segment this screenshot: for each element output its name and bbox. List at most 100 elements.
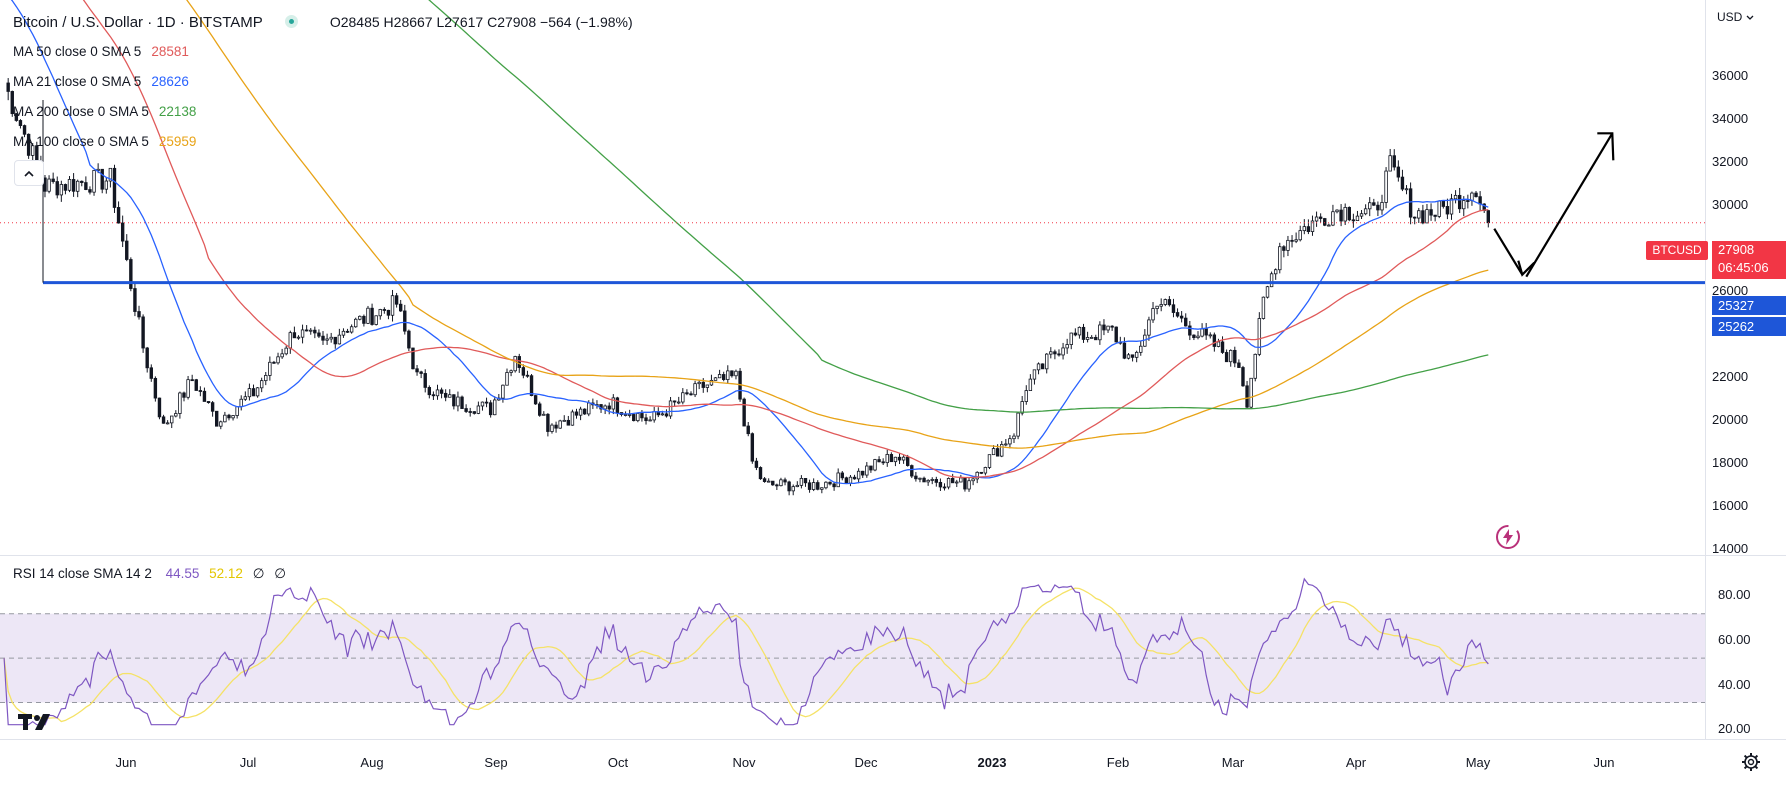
indicator-ma100[interactable]: MA 100 close 0 SMA 5 25959 (13, 134, 196, 149)
candle-down (411, 347, 415, 370)
candle-down (116, 207, 121, 224)
candle-up (92, 170, 96, 193)
candle-up (726, 370, 730, 380)
candle-down (775, 484, 779, 487)
candle-up (1417, 210, 1421, 219)
candle-up (325, 338, 329, 341)
candle-up (713, 377, 718, 381)
candle-up (668, 400, 673, 417)
candle-down (861, 470, 865, 476)
candle-up (1016, 412, 1020, 437)
candle-up (717, 374, 722, 379)
forecast-up-arrowhead (1597, 132, 1615, 161)
last-price-value: 27908 (1718, 242, 1755, 257)
candle-up (983, 467, 988, 474)
candle-down (394, 295, 399, 305)
candle-up (1134, 351, 1139, 358)
time-axis-label: Mar (1221, 755, 1245, 770)
candle-up (354, 318, 358, 328)
tradingview-logo-icon[interactable] (18, 712, 56, 737)
candle-up (1028, 378, 1033, 392)
collapse-legend-button[interactable] (14, 160, 44, 186)
candle-down (1400, 176, 1405, 190)
candle-up (959, 477, 963, 483)
candle-up (1404, 188, 1409, 191)
chevron-down-icon (1746, 15, 1754, 20)
candle-down (877, 459, 881, 463)
time-axis-label: Sep (484, 755, 508, 770)
candle-up (1273, 269, 1278, 275)
candle-up (223, 414, 227, 423)
candle-down (423, 373, 427, 388)
candle-up (1049, 351, 1053, 355)
candle-down (979, 471, 983, 474)
candle-down (427, 387, 432, 396)
candle-down (1184, 317, 1188, 327)
candle-down (934, 479, 939, 483)
candle-up (971, 478, 975, 482)
candle-up (987, 454, 992, 468)
candle-up (1462, 200, 1466, 210)
candle-down (80, 180, 84, 183)
candle-up (550, 424, 554, 432)
candle-down (869, 465, 873, 471)
indicator-label: MA 50 close 0 SMA 5 (13, 44, 142, 59)
rsi-legend[interactable]: RSI 14 close SMA 14 2 44.55 52.12 ∅ ∅ (13, 566, 286, 582)
candle-up (562, 419, 566, 422)
flash-icon[interactable] (1495, 524, 1521, 555)
candle-up (239, 398, 243, 408)
candle-down (1290, 239, 1294, 242)
candle-down (762, 478, 767, 482)
candle-down (1167, 299, 1172, 306)
candle-up (1200, 328, 1204, 337)
candle-up (681, 392, 685, 403)
candle-down (816, 482, 820, 490)
candle-down (607, 405, 611, 410)
candle-down (26, 133, 31, 156)
candle-down (905, 456, 910, 466)
candle-down (370, 307, 374, 325)
candle-down (51, 178, 55, 182)
candle-up (165, 422, 170, 425)
candle-down (521, 367, 526, 376)
time-axis-label: Jun (1593, 755, 1615, 770)
candle-down (1392, 155, 1396, 168)
candle-down (771, 480, 775, 486)
candle-down (1122, 342, 1127, 359)
candle-up (660, 413, 665, 416)
candle-up (836, 472, 840, 488)
candle-down (292, 332, 297, 339)
candle-up (1159, 304, 1163, 307)
candle-down (14, 113, 19, 121)
candle-up (178, 392, 182, 414)
candle-up (219, 421, 223, 427)
indicator-ma50[interactable]: MA 50 close 0 SMA 5 28581 (13, 44, 189, 59)
candle-down (1441, 200, 1446, 207)
indicator-ma200[interactable]: MA 200 close 0 SMA 5 22138 (13, 104, 196, 119)
indicator-ma21[interactable]: MA 21 close 0 SMA 5 28626 (13, 74, 189, 89)
candle-down (1224, 352, 1229, 363)
settings-gear-icon[interactable] (1741, 752, 1761, 777)
candle-up (358, 315, 362, 320)
candle-down (914, 475, 918, 480)
support-level-tag: 25327 (1712, 296, 1786, 315)
rsi-value: 44.55 (165, 566, 200, 581)
candle-up (1196, 335, 1200, 339)
candle-up (1077, 326, 1082, 336)
candle-up (795, 484, 800, 488)
candle-up (1302, 226, 1307, 232)
candle-down (910, 465, 914, 477)
candle-down (1130, 354, 1135, 358)
candle-up (1061, 347, 1065, 356)
symbol-title[interactable]: Bitcoin / U.S. Dollar · 1D · BITSTAMP (13, 14, 263, 31)
candle-down (1212, 334, 1217, 347)
candle-down (1110, 325, 1114, 328)
candle-down (1372, 202, 1376, 206)
currency-selector[interactable]: USD (1717, 10, 1754, 24)
candle-up (1020, 401, 1024, 414)
candle-down (566, 419, 571, 426)
candle-up (1065, 344, 1069, 349)
candle-down (272, 361, 276, 364)
